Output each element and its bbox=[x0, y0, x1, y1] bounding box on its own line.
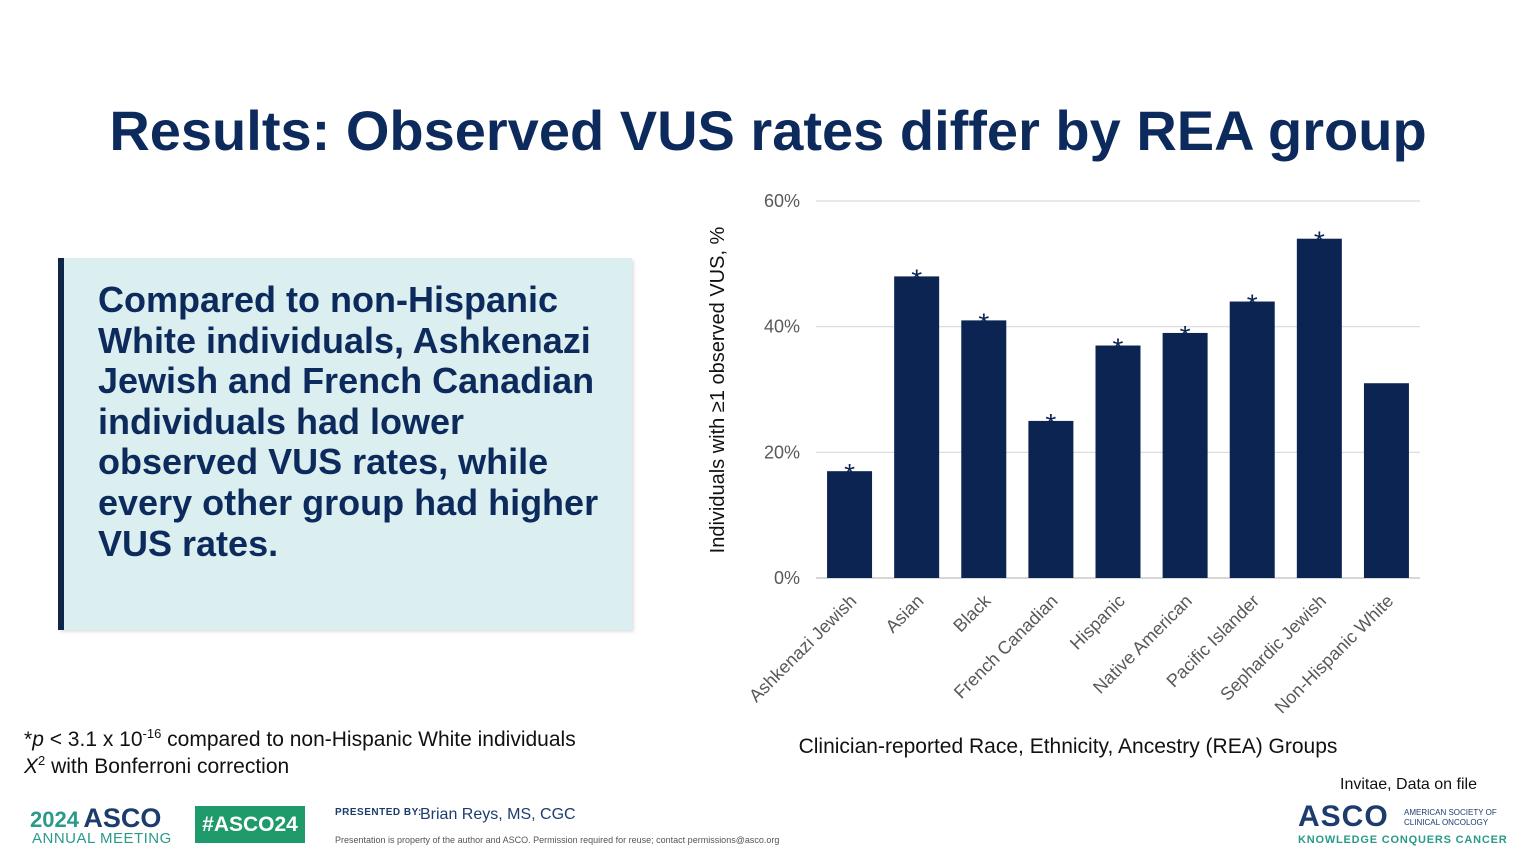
significance-markers: * * * * * * * * bbox=[844, 226, 1325, 489]
key-finding-callout: Compared to non-Hispanic White individua… bbox=[58, 258, 632, 630]
bar-sephardic-jewish bbox=[1296, 238, 1342, 578]
presented-by-label: PRESENTED BY: bbox=[335, 807, 422, 818]
society-full-name: AMERICAN SOCIETY OF CLINICAL ONCOLOGY bbox=[1404, 808, 1497, 827]
footnote-star: * bbox=[24, 728, 33, 751]
x-tick-label: Hispanic bbox=[1066, 591, 1129, 654]
bars bbox=[827, 238, 1409, 578]
y-axis-label: Individuals with ≥1 observed VUS, % bbox=[707, 226, 729, 553]
footnote-line-1: *p < 3.1 x 10-16 compared to non-Hispani… bbox=[24, 726, 576, 753]
property-note: Presentation is property of the author a… bbox=[335, 835, 780, 845]
bar-black bbox=[961, 320, 1007, 578]
vus-rate-bar-chart: 0% 20% 40% 60% * * * * * * * * Ashkenazi Jewish Asi… bbox=[707, 191, 1420, 758]
significance-marker: * bbox=[1314, 226, 1325, 257]
asco-society-logo: ASCO AMERICAN SOCIETY OF CLINICAL ONCOLO… bbox=[1298, 800, 1507, 846]
x-tick-label: Asian bbox=[882, 591, 928, 637]
y-tick-label: 20% bbox=[764, 442, 800, 462]
bar-french-canadian bbox=[1028, 420, 1074, 578]
meeting-name: ANNUAL MEETING bbox=[32, 830, 172, 847]
asco-annual-meeting-logo: 2024 ASCO ANNUAL MEETING bbox=[30, 803, 171, 847]
x-tick-label: Ashkenazi Jewish bbox=[745, 591, 860, 706]
significance-marker: * bbox=[1113, 333, 1124, 364]
bar-asian bbox=[894, 276, 940, 578]
hashtag-badge: #ASCO24 bbox=[195, 806, 305, 843]
presenter-name: Brian Reys, MS, CGC bbox=[420, 806, 576, 823]
x-axis-label: Clinician-reported Race, Ethnicity, Ance… bbox=[799, 735, 1338, 758]
society-acronym: ASCO bbox=[1298, 800, 1389, 833]
significance-marker: * bbox=[911, 263, 922, 294]
callout-text: Compared to non-Hispanic White individua… bbox=[98, 279, 599, 564]
footnote-p: p bbox=[32, 728, 44, 751]
significance-marker: * bbox=[1180, 320, 1191, 351]
y-tick-labels: 0% 20% 40% 60% bbox=[764, 191, 800, 588]
significance-marker: * bbox=[1045, 408, 1056, 439]
x-tick-label: Non-Hispanic White bbox=[1271, 591, 1398, 718]
bar-non-hispanic-white bbox=[1363, 383, 1409, 578]
significance-marker: * bbox=[978, 307, 989, 338]
y-tick-label: 0% bbox=[774, 568, 800, 588]
slide-title: Results: Observed VUS rates differ by RE… bbox=[109, 99, 1427, 162]
footnote-threshold: < 3.1 x 10 bbox=[43, 728, 143, 751]
significance-marker: * bbox=[844, 458, 855, 489]
footnote-comparison: compared to non-Hispanic White individua… bbox=[161, 728, 576, 751]
footnote-test-exp: 2 bbox=[38, 753, 46, 768]
y-tick-label: 60% bbox=[764, 191, 800, 211]
footnote-exponent: -16 bbox=[142, 726, 162, 741]
data-source: Invitae, Data on file bbox=[1340, 776, 1477, 793]
bar-ashkenazi-jewish bbox=[827, 471, 873, 578]
y-tick-label: 40% bbox=[764, 317, 800, 337]
footnote: *p < 3.1 x 10-16 compared to non-Hispani… bbox=[24, 726, 576, 780]
footnote-line-2: X2 with Bonferroni correction bbox=[24, 753, 576, 780]
meeting-year: 2024 bbox=[30, 807, 79, 832]
bar-native-american bbox=[1162, 332, 1208, 578]
x-tick-label: Black bbox=[949, 590, 995, 636]
footnote-test-rest: with Bonferroni correction bbox=[45, 755, 290, 778]
society-tagline: KNOWLEDGE CONQUERS CANCER bbox=[1298, 834, 1508, 846]
bar-hispanic bbox=[1095, 345, 1141, 578]
meeting-asco: ASCO bbox=[83, 803, 162, 833]
significance-marker: * bbox=[1247, 289, 1258, 320]
bar-pacific-islander bbox=[1229, 301, 1275, 578]
footnote-test-symbol: X bbox=[24, 755, 39, 778]
